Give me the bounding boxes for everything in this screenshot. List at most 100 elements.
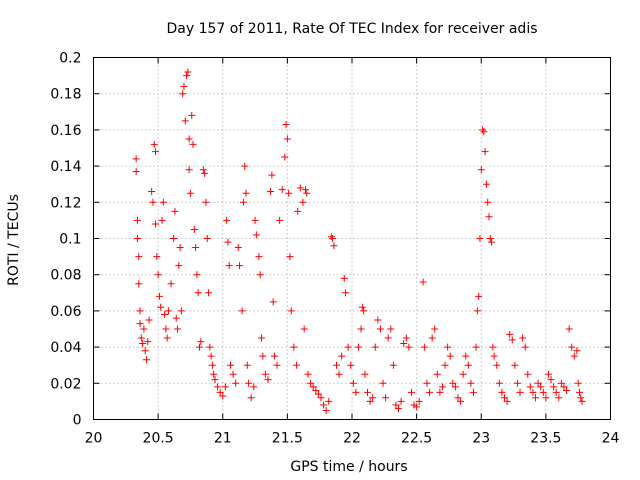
data-point (303, 189, 311, 197)
data-point (395, 405, 403, 413)
data-point (229, 370, 237, 378)
data-point (565, 325, 573, 333)
data-point (320, 401, 328, 409)
x-tick-label: 21 (214, 431, 232, 447)
data-point (251, 216, 259, 224)
data-point (176, 244, 184, 252)
data-point (521, 343, 529, 351)
data-point (132, 168, 140, 176)
data-point (250, 383, 258, 391)
data-point (444, 343, 452, 351)
data-point (431, 325, 439, 333)
data-point (489, 343, 497, 351)
data-point (202, 198, 210, 206)
data-point (174, 325, 182, 333)
data-point (312, 387, 320, 395)
data-point (216, 388, 224, 396)
data-point (290, 343, 298, 351)
data-point (188, 111, 196, 119)
data-point (192, 244, 200, 252)
data-point (210, 370, 218, 378)
data-point (203, 235, 211, 242)
data-point (511, 361, 519, 369)
data-point (325, 397, 333, 405)
data-point (340, 274, 348, 282)
data-point (419, 278, 427, 286)
data-point (516, 388, 524, 396)
data-point (366, 397, 374, 405)
data-point (475, 292, 483, 300)
y-tick-label: 0.18 (50, 87, 81, 103)
data-point (526, 383, 534, 391)
data-point (137, 334, 145, 342)
data-point (136, 307, 144, 315)
data-point (397, 397, 405, 405)
data-point (149, 198, 157, 206)
data-point (133, 235, 141, 242)
data-point (223, 216, 231, 224)
data-point (167, 280, 175, 288)
data-point (436, 388, 444, 396)
data-point (490, 352, 498, 360)
data-point (164, 307, 172, 315)
data-point (207, 352, 215, 360)
data-point (482, 180, 490, 188)
x-tick-label: 23.5 (530, 431, 561, 447)
data-point (170, 235, 178, 242)
y-tick-label: 0.06 (50, 304, 81, 320)
data-point (488, 238, 496, 246)
data-point (547, 376, 555, 384)
data-point (205, 289, 213, 297)
data-point (557, 379, 565, 387)
data-point (552, 388, 560, 396)
data-point (273, 361, 281, 369)
data-point (224, 238, 232, 246)
y-axis-label: ROTI / TECUs (6, 194, 22, 286)
data-point (462, 352, 470, 360)
data-point (392, 401, 400, 409)
data-point (199, 166, 207, 174)
data-point (276, 216, 284, 224)
data-point (477, 166, 485, 174)
data-point (243, 361, 251, 369)
data-point (493, 361, 501, 369)
data-point (296, 184, 304, 192)
data-point (560, 383, 568, 391)
data-point (573, 347, 581, 355)
data-point (309, 383, 317, 391)
data-point (252, 231, 260, 239)
data-point (480, 128, 488, 136)
y-tick-label: 0.02 (50, 376, 81, 392)
data-points (132, 68, 586, 414)
data-point (486, 235, 494, 242)
data-point (239, 198, 247, 206)
data-point (201, 169, 209, 177)
data-point (405, 343, 413, 351)
x-tick-label: 22 (343, 431, 361, 447)
data-point (322, 406, 330, 414)
data-point (197, 338, 205, 346)
data-point (464, 361, 472, 369)
data-point (190, 225, 198, 233)
data-point (519, 334, 527, 342)
data-point (162, 325, 170, 333)
data-point (376, 325, 384, 333)
data-point (476, 235, 484, 242)
data-point (264, 376, 272, 384)
data-point (184, 68, 192, 76)
data-point (384, 334, 392, 342)
data-point (472, 343, 480, 351)
data-point (208, 361, 216, 369)
data-point (352, 388, 360, 396)
data-point (379, 379, 387, 387)
data-point (578, 397, 586, 405)
data-point (180, 82, 188, 90)
data-point (382, 394, 390, 402)
data-point (332, 361, 340, 369)
data-point (501, 394, 509, 402)
data-point (227, 361, 235, 369)
data-point (539, 388, 547, 396)
data-point (234, 244, 242, 252)
data-point (506, 330, 514, 338)
data-point (152, 148, 160, 156)
